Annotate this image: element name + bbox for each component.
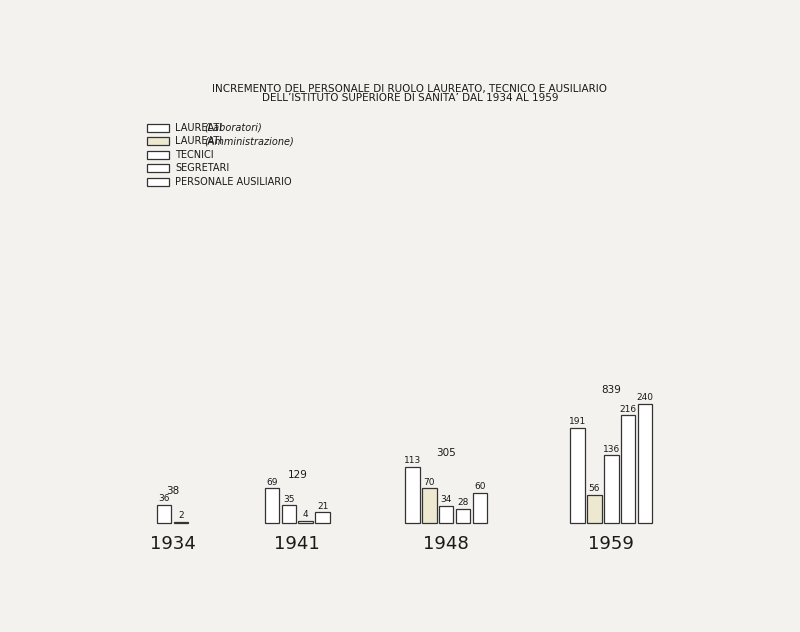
Text: 1934: 1934: [150, 535, 195, 552]
Bar: [621, 415, 635, 523]
Bar: [282, 506, 296, 523]
Bar: [405, 466, 420, 523]
Text: 113: 113: [404, 456, 421, 465]
Bar: [174, 522, 188, 523]
Text: 839: 839: [602, 385, 622, 395]
Text: (Amministrazione): (Amministrazione): [204, 137, 294, 147]
Text: 56: 56: [589, 485, 600, 494]
Text: 240: 240: [637, 393, 654, 402]
Text: 305: 305: [436, 448, 456, 458]
Text: 136: 136: [602, 445, 620, 454]
Text: 129: 129: [287, 470, 307, 480]
Text: 34: 34: [441, 495, 452, 504]
Bar: [473, 493, 487, 523]
Text: 60: 60: [474, 482, 486, 492]
Text: 216: 216: [620, 405, 637, 414]
Text: 4: 4: [303, 510, 309, 520]
Text: (Laboratori): (Laboratori): [204, 123, 262, 133]
Bar: [146, 164, 170, 172]
Text: TECNICI: TECNICI: [175, 150, 214, 160]
Text: 2: 2: [178, 511, 184, 520]
Text: LAUREATI: LAUREATI: [175, 137, 225, 147]
Text: 38: 38: [166, 487, 179, 497]
Bar: [315, 513, 330, 523]
Bar: [456, 509, 470, 523]
Text: PERSONALE AUSILIARIO: PERSONALE AUSILIARIO: [175, 176, 291, 186]
Text: DELL’ISTITUTO SUPERIORE DI SANITA’ DAL 1934 AL 1959: DELL’ISTITUTO SUPERIORE DI SANITA’ DAL 1…: [262, 93, 558, 102]
Bar: [422, 488, 437, 523]
Bar: [146, 178, 170, 186]
Bar: [146, 124, 170, 132]
Text: 1959: 1959: [588, 535, 634, 552]
Bar: [587, 495, 602, 523]
Bar: [439, 506, 454, 523]
Bar: [146, 137, 170, 145]
Text: 35: 35: [283, 495, 294, 504]
Text: 36: 36: [158, 494, 170, 503]
Text: 191: 191: [569, 417, 586, 427]
Bar: [146, 151, 170, 159]
Text: 28: 28: [458, 499, 469, 507]
Text: 1948: 1948: [423, 535, 469, 552]
Text: LAUREATI: LAUREATI: [175, 123, 225, 133]
Bar: [570, 428, 585, 523]
Text: 70: 70: [423, 478, 435, 487]
Bar: [265, 489, 279, 523]
Text: INCREMENTO DEL PERSONALE DI RUOLO LAUREATO, TECNICO E AUSILIARIO: INCREMENTO DEL PERSONALE DI RUOLO LAUREA…: [213, 84, 607, 94]
Text: 21: 21: [317, 502, 328, 511]
Bar: [604, 455, 618, 523]
Bar: [638, 404, 652, 523]
Bar: [157, 505, 171, 523]
Text: SEGRETARI: SEGRETARI: [175, 163, 229, 173]
Text: 1941: 1941: [274, 535, 320, 552]
Bar: [298, 521, 313, 523]
Text: 69: 69: [266, 478, 278, 487]
